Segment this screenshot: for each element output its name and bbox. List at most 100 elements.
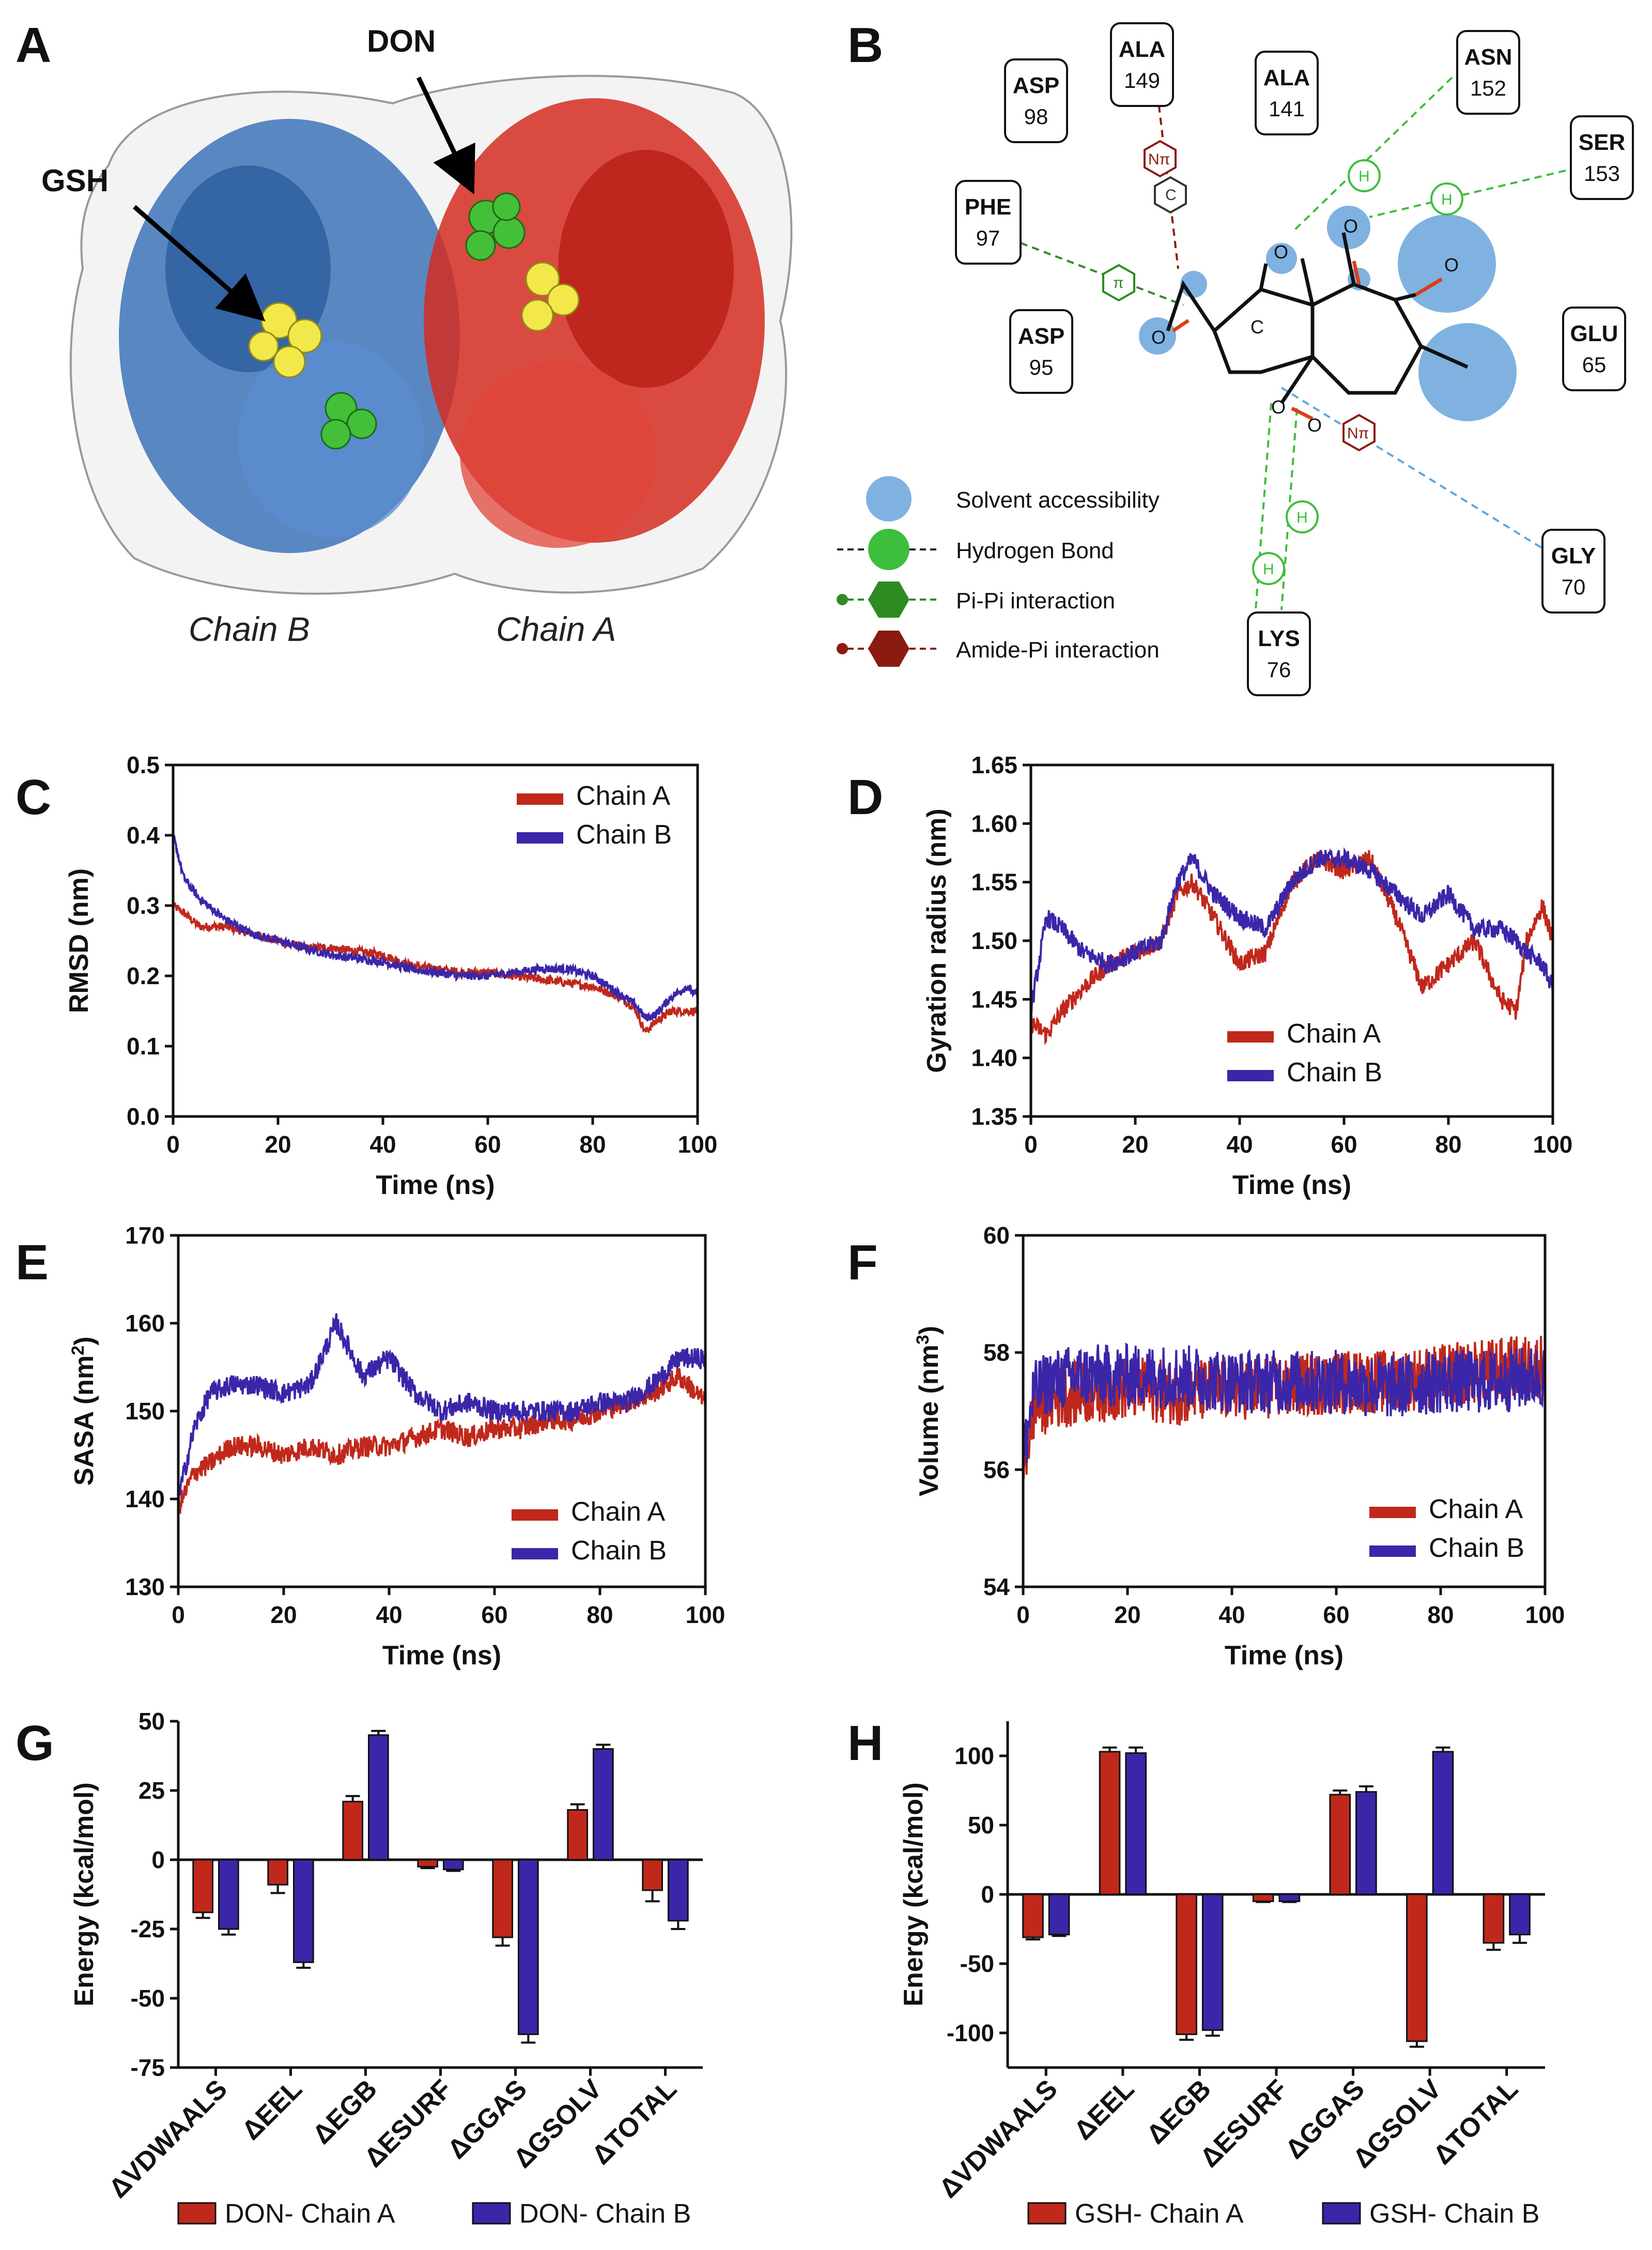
x-tick-label: 60 — [481, 1601, 507, 1628]
category-label: ΔTOTAL — [1428, 2074, 1524, 2170]
bar-delta-esurf-chain-b — [443, 1859, 464, 1871]
bar-delta-gsolv-chain-b — [593, 1748, 614, 1861]
legend-label-chain-b: Chain B — [1429, 1533, 1524, 1563]
x-tick-label: 80 — [579, 1131, 606, 1158]
category-label: ΔEEL — [1068, 2074, 1140, 2146]
legend-swatch-chain-b — [517, 832, 563, 844]
y-tick-label: 100 — [954, 1742, 994, 1769]
x-axis-title: Time (ns) — [382, 1641, 501, 1671]
svg-text:65: 65 — [1582, 353, 1607, 377]
x-tick-label: 0 — [1016, 1601, 1030, 1628]
callout-don: DON — [367, 24, 436, 58]
svg-text:141: 141 — [1269, 97, 1305, 121]
gsh-energy-chart: ΔVDWAALS ΔEEL ΔEGBΔESURFΔGGASΔGSOLVΔTOTAL-… — [899, 1721, 1545, 2229]
x-tick-label: 40 — [1226, 1131, 1253, 1158]
panel-a: A — [16, 18, 793, 648]
bar-delta-eel-chain-b — [1125, 1752, 1147, 1895]
residue-ser-153: SER 153 — [1570, 115, 1634, 200]
bar-delta-ggas-chain-b — [1355, 1791, 1377, 1895]
x-tick-label: 100 — [1533, 1131, 1573, 1158]
x-tick-label: 100 — [686, 1601, 725, 1628]
x-tick-label: 80 — [586, 1601, 613, 1628]
svg-text:98: 98 — [1024, 104, 1048, 129]
legend-label-chain-a: Chain A — [571, 1497, 665, 1527]
x-axis-title: Time (ns) — [1225, 1641, 1344, 1671]
y-tick-label: 150 — [125, 1398, 165, 1425]
y-tick-label: 1.50 — [971, 927, 1017, 954]
legend-swatch-chain-b — [1369, 1545, 1416, 1557]
y-tick-label: 50 — [138, 1708, 165, 1735]
chain-a-helix — [558, 150, 734, 388]
plot-frame — [172, 763, 699, 1118]
y-tick-label: 60 — [983, 1222, 1010, 1249]
y-tick-label: 0.4 — [127, 822, 160, 849]
amide-pi-symbol-2: Nπ — [1347, 425, 1369, 442]
y-tick-label: -25 — [131, 1916, 165, 1942]
chain-a-sheet — [460, 362, 656, 548]
bar-delta-total-chain-a — [1483, 1893, 1505, 1944]
panel-label-g: G — [16, 1716, 54, 1771]
svg-text:ASP: ASP — [1018, 324, 1064, 349]
atom-o-3: O — [1274, 241, 1288, 263]
legend-swatch-chain-b — [472, 2202, 511, 2225]
residue-ala-149: ALA 149 — [1110, 22, 1174, 107]
panel-label-e: E — [16, 1235, 49, 1290]
x-axis-title: Time (ns) — [376, 1170, 495, 1200]
volume-chart: 0 20 40 60 80 100 54 56 58 60 Time (ns) Volume (nm3… — [913, 1222, 1565, 1671]
ligand-oxygen-bonds — [1172, 261, 1443, 421]
svg-text:ALA: ALA — [1119, 37, 1165, 62]
chain-b-label: Chain B — [189, 610, 310, 648]
series-line-chain-b — [1023, 1342, 1546, 1463]
bar-delta-esurf-chain-a — [1252, 1893, 1274, 1902]
category-label: ΔVDWAALS — [103, 2074, 233, 2203]
bar-delta-gsolv-chain-a — [1406, 1893, 1428, 2042]
bar-delta-eel-chain-a — [267, 1859, 288, 1886]
residue-ala-141: ALA 141 — [1255, 51, 1319, 135]
x-tick-label: 20 — [1122, 1131, 1148, 1158]
x-tick-label: 40 — [376, 1601, 402, 1628]
legend-label-chain-a: Chain A — [1287, 1019, 1381, 1049]
svg-text:ASP: ASP — [1013, 73, 1059, 98]
svg-text:GLY: GLY — [1551, 543, 1596, 569]
sasa-chart: 0 20 40 60 80 100 130 140 150 160 170 Time (ns) SASA… — [68, 1222, 725, 1671]
y-tick-label: -50 — [131, 1985, 165, 2012]
legend-label-chain-b: Chain B — [576, 820, 672, 850]
y-tick-label: 1.45 — [971, 986, 1017, 1013]
y-tick-label: 0.3 — [127, 892, 160, 919]
panel-label-c: C — [16, 770, 51, 825]
svg-text:PHE: PHE — [965, 194, 1011, 220]
x-tick-label: 100 — [1525, 1601, 1565, 1628]
solvent-accessibility-spheres — [1139, 206, 1517, 421]
bar-delta-gsolv-chain-b — [1432, 1751, 1454, 1895]
don-ligand-structure — [1166, 232, 1469, 404]
y-tick-label: 160 — [125, 1310, 165, 1337]
amide-pi-symbol-1: Nπ — [1148, 151, 1170, 168]
residue-lys-76: LYS 76 — [1247, 611, 1311, 696]
hbond-h-4: H — [1263, 561, 1274, 578]
bar-delta-vdwaals-chain-a — [1022, 1893, 1044, 1938]
svg-text:149: 149 — [1124, 68, 1160, 93]
residue-asp-95: ASP 95 — [1009, 309, 1073, 394]
svg-text:152: 152 — [1470, 76, 1506, 100]
protein-illustration — [69, 74, 793, 595]
panel-label-h: H — [847, 1716, 883, 1771]
x-tick-label: 100 — [678, 1131, 718, 1158]
legend-pipi-icon — [868, 581, 909, 618]
legend-hbond-icon — [868, 529, 909, 570]
legend-swatch-chain-a — [1369, 1507, 1416, 1518]
svg-text:97: 97 — [976, 226, 1000, 250]
bar-delta-ggas-chain-a — [492, 1859, 513, 1938]
y-axis-title: Gyration radius (nm) — [922, 808, 952, 1073]
svg-text:LYS: LYS — [1258, 626, 1300, 651]
y-tick-label: 140 — [125, 1486, 165, 1512]
y-tick-label: 56 — [983, 1456, 1010, 1483]
y-tick-label: 0.5 — [127, 752, 160, 778]
bar-delta-eel-chain-b — [293, 1859, 314, 1963]
gyration-chart: 0 20 40 60 80 100 1.35 1.40 1.45 1.50 1.55 1.60 1.65… — [922, 752, 1572, 1200]
legend-label-chain-b: DON- Chain B — [519, 2199, 691, 2229]
legend-label-chain-a: Chain A — [576, 781, 670, 811]
hbond-h-3: H — [1296, 509, 1308, 526]
interaction-legend: Solvent accessibility Hydrogen Bond Pi-P… — [837, 476, 1160, 667]
x-tick-label: 0 — [166, 1131, 180, 1158]
